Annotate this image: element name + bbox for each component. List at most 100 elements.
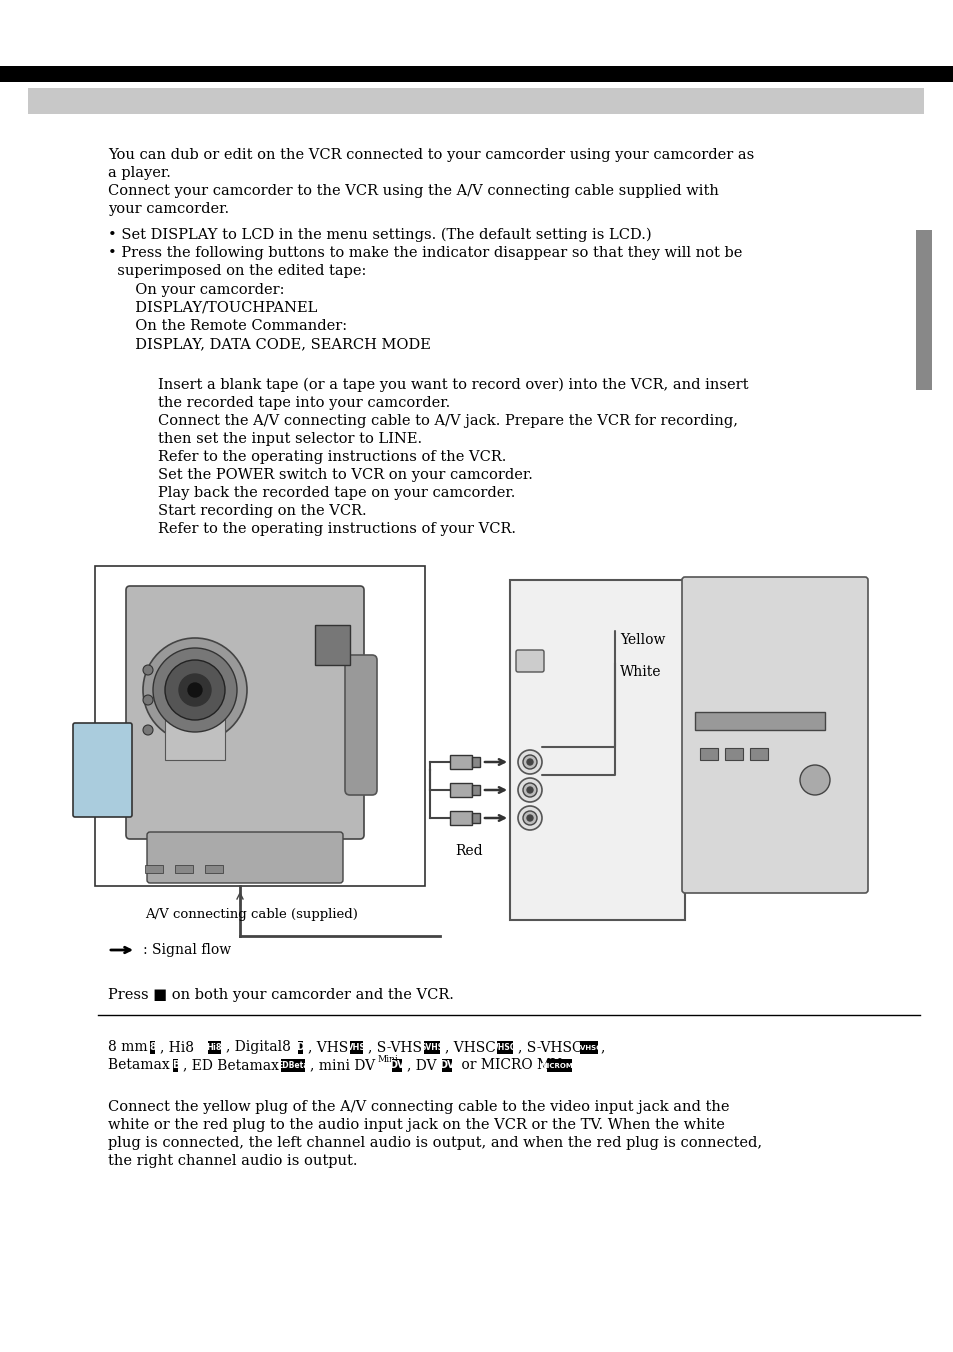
Text: • Press the following buttons to make the indicator disappear so that they will : • Press the following buttons to make th… [108,246,741,260]
Circle shape [143,725,152,735]
Text: superimposed on the edited tape:: superimposed on the edited tape: [108,264,366,279]
Bar [472,786,479,795]
Text: then set the input selector to LINE.: then set the input selector to LINE. [158,433,421,446]
Text: the recorded tape into your camcorder.: the recorded tape into your camcorder. [158,396,450,410]
Circle shape [522,783,537,796]
Bar [497,1041,512,1055]
Text: On the Remote Commander:: On the Remote Commander: [126,319,347,333]
Bar [205,865,223,873]
FancyBboxPatch shape [147,831,343,883]
Circle shape [517,777,541,802]
Text: MICROMV: MICROMV [540,1063,578,1068]
Text: DISPLAY∕TOUCHPANEL: DISPLAY∕TOUCHPANEL [126,301,317,315]
Circle shape [517,806,541,830]
Bar [749,748,767,760]
Bar [145,865,163,873]
Text: Hi8: Hi8 [207,1042,222,1052]
Text: Connect your camcorder to the VCR using the A∕V connecting cable supplied with: Connect your camcorder to the VCR using … [108,184,719,197]
Circle shape [179,675,211,706]
Text: Start recording on the VCR.: Start recording on the VCR. [158,504,366,518]
Bar [510,580,684,919]
Text: • Set DISPLAY to LCD in the menu settings. (The default setting is LCD.): • Set DISPLAY to LCD in the menu setting… [108,228,651,242]
Bar [450,754,472,769]
Text: White: White [619,665,660,679]
Bar [546,1059,572,1072]
Bar [165,704,225,760]
Text: SVHS: SVHS [420,1042,443,1052]
Text: , ED Betamax: , ED Betamax [183,1059,283,1072]
Text: DISPLAY, DATA CODE, SEARCH MODE: DISPLAY, DATA CODE, SEARCH MODE [126,337,431,352]
Text: ,: , [600,1040,604,1055]
Bar [174,865,193,873]
Text: EDBeta: EDBeta [277,1061,309,1069]
Text: DV: DV [389,1060,404,1071]
Text: , DV: , DV [406,1059,440,1072]
Text: white or the red plug to the audio input jack on the VCR or the TV. When the whi: white or the red plug to the audio input… [108,1118,724,1132]
Text: Refer to the operating instructions of the VCR.: Refer to the operating instructions of t… [158,450,506,464]
Text: , Hi8: , Hi8 [160,1040,198,1055]
Bar [150,1041,155,1055]
Text: Set the POWER switch to VCR on your camcorder.: Set the POWER switch to VCR on your camc… [158,468,533,483]
FancyBboxPatch shape [345,654,376,795]
FancyBboxPatch shape [126,585,364,840]
Text: your camcorder.: your camcorder. [108,201,229,216]
Text: Connect the yellow plug of the A∕V connecting cable to the video input jack and : Connect the yellow plug of the A∕V conne… [108,1101,729,1114]
Text: , S-VHSC: , S-VHSC [517,1040,586,1055]
Text: , VHSC: , VHSC [444,1040,499,1055]
Bar [724,748,742,760]
Circle shape [165,660,225,721]
Bar [450,811,472,825]
Text: You can dub or edit on the VCR connected to your camcorder using your camcorder : You can dub or edit on the VCR connected… [108,147,754,162]
Text: Betamax: Betamax [108,1059,174,1072]
Bar [472,813,479,823]
Bar [472,757,479,767]
Circle shape [800,765,829,795]
Bar [350,1041,363,1055]
Text: On your camcorder:: On your camcorder: [126,283,284,297]
Text: , S-VHS: , S-VHS [368,1040,426,1055]
Circle shape [517,750,541,773]
Circle shape [522,754,537,769]
Bar [450,783,472,796]
Bar [0,66,953,82]
Circle shape [526,815,533,821]
Circle shape [526,787,533,794]
Text: B: B [172,1060,179,1071]
Circle shape [143,665,152,675]
Bar [392,1059,401,1072]
FancyBboxPatch shape [681,577,867,894]
Text: Mini: Mini [377,1055,398,1064]
Circle shape [188,683,202,698]
Bar [208,1041,221,1055]
Text: VHSC: VHSC [493,1042,516,1052]
Text: D: D [296,1042,304,1052]
Bar [695,713,824,730]
Circle shape [526,758,533,765]
Text: Play back the recorded tape on your camcorder.: Play back the recorded tape on your camc… [158,485,515,500]
Circle shape [152,648,236,731]
Text: Yellow: Yellow [619,633,664,648]
Bar [172,1059,178,1072]
Bar [281,1059,304,1072]
Circle shape [143,638,247,742]
Text: a player.: a player. [108,166,171,180]
Bar [915,230,931,389]
FancyBboxPatch shape [516,650,543,672]
Circle shape [522,811,537,825]
Bar [441,1059,452,1072]
Text: : Signal flow: : Signal flow [143,942,231,957]
Text: the right channel audio is output.: the right channel audio is output. [108,1155,357,1168]
FancyBboxPatch shape [73,723,132,817]
Bar [423,1041,439,1055]
Text: Connect the A∕V connecting cable to A∕V jack. Prepare the VCR for recording,: Connect the A∕V connecting cable to A∕V … [158,414,738,429]
Text: Red: Red [455,844,482,859]
Text: plug is connected, the left channel audio is output, and when the red plug is co: plug is connected, the left channel audi… [108,1136,761,1151]
Text: DV: DV [438,1060,455,1071]
Text: SVHSC: SVHSC [575,1045,601,1051]
Text: Insert a blank tape (or a tape you want to record over) into the VCR, and insert: Insert a blank tape (or a tape you want … [158,379,748,392]
Circle shape [143,695,152,704]
Text: or MICRO MV: or MICRO MV [456,1059,565,1072]
Text: 8 mm: 8 mm [108,1040,152,1055]
Bar [579,1041,597,1055]
Text: 8: 8 [149,1042,155,1052]
